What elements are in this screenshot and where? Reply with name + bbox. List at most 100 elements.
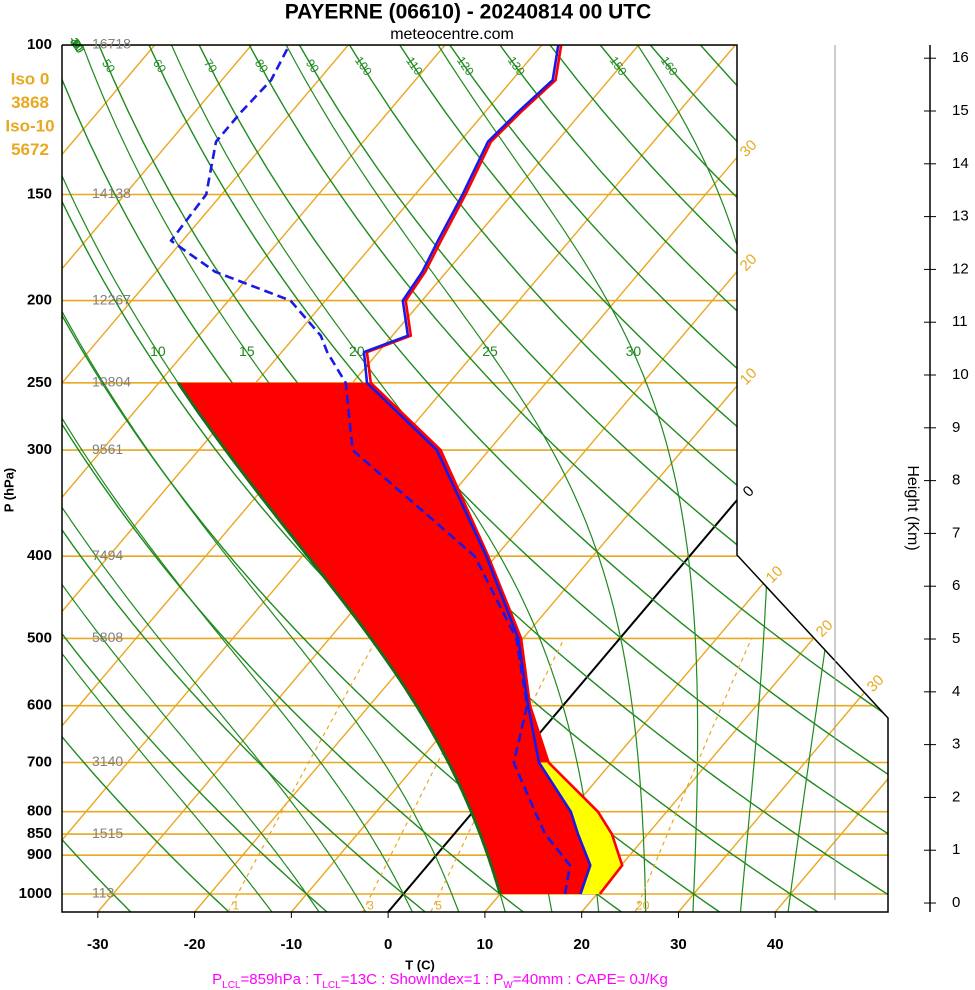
annotation: 5672	[11, 140, 49, 159]
y-tick-label: 300	[27, 441, 52, 458]
dry-adiabat-label: 100	[352, 54, 375, 79]
moist-adiabat	[62, 45, 367, 912]
x-tick-label: 40	[767, 936, 784, 953]
height-label: 113	[92, 885, 115, 901]
moist-adiabat-label: 20	[349, 343, 365, 359]
moist-adiabat	[285, 45, 647, 912]
moist-adiabat	[437, 45, 699, 912]
mixing-ratio-label: 3	[367, 899, 374, 913]
dry-adiabat-label: 110	[403, 54, 426, 78]
footer-part: P	[212, 971, 222, 988]
y2-tick-label: 5	[952, 630, 960, 647]
x-tick-label: 20	[573, 936, 590, 953]
height-label: 5808	[92, 629, 123, 645]
y-tick-label: 100	[27, 36, 52, 53]
y2-tick-label: 9	[952, 419, 960, 436]
dry-adiabat	[62, 45, 426, 912]
y2-tick-label: 6	[952, 577, 960, 594]
y-tick-label: 700	[27, 753, 52, 770]
chart-subtitle: meteocentre.com	[390, 26, 514, 43]
y-tick-label: 850	[27, 825, 52, 842]
isotherm	[97, 45, 833, 912]
moist-adiabat	[62, 45, 273, 912]
mixing-ratio-line	[430, 638, 565, 912]
moist-adiabat	[62, 45, 460, 912]
isotherm-label: 30	[864, 672, 888, 696]
isotherm	[62, 45, 349, 912]
height-label: 10804	[92, 374, 131, 390]
isotherm	[774, 45, 888, 912]
y-tick-label: 250	[27, 374, 52, 391]
mixing-ratio-label: 20	[636, 899, 650, 913]
y-tick-label: 600	[27, 697, 52, 714]
dry-adiabat	[649, 45, 888, 912]
dry-adiabat	[62, 45, 230, 912]
dry-adiabat	[699, 45, 888, 912]
isotherm-label: 30	[737, 137, 761, 161]
height-label: 7494	[92, 547, 123, 563]
y2-tick-label: 2	[952, 788, 960, 805]
y2-tick-label: 3	[952, 736, 960, 753]
footer-part: W	[503, 980, 513, 990]
x-tick-label: -30	[87, 936, 109, 953]
y-tick-label: 400	[27, 547, 52, 564]
x-tick-label: -20	[184, 936, 206, 953]
dry-adiabat	[298, 45, 888, 912]
isotherm-label: 20	[813, 617, 837, 641]
y2-tick-label: 11	[952, 313, 968, 330]
height-label: 12267	[92, 291, 131, 307]
isotherm	[581, 45, 888, 912]
mixing-ratio-line	[227, 638, 378, 912]
mixing-ratio-label: 1	[233, 899, 240, 913]
x-tick-label: -10	[281, 936, 303, 953]
moist-adiabat-label: 30	[626, 343, 642, 359]
footer-part: =40mm : CAPE= 0J/Kg	[513, 971, 668, 988]
dry-adiabat	[62, 45, 328, 912]
height-label: 14138	[92, 185, 131, 201]
y2-tick-label: 4	[952, 683, 960, 700]
foreground: 1001502002503004005006007008008509001000…	[5, 33, 968, 953]
x-tick-label: 30	[670, 936, 687, 953]
dry-adiabat	[248, 45, 888, 912]
profile-line	[169, 44, 572, 895]
y-tick-label: 900	[27, 846, 52, 863]
frame	[61, 44, 889, 913]
profile-line	[365, 44, 624, 895]
cape-area	[178, 382, 623, 894]
moist-adiabat	[637, 45, 770, 912]
moist-adiabat	[62, 45, 413, 912]
y-tick-label: 150	[27, 185, 52, 202]
moist-adiabat	[787, 45, 867, 912]
y2-tick-label: 0	[952, 894, 960, 911]
dry-adiabat-label: 80	[252, 57, 271, 76]
y-tick-label: 800	[27, 803, 52, 820]
x-tick-label: 0	[384, 936, 392, 953]
chart-title: PAYERNE (06610) - 20240814 00 UTC	[285, 1, 652, 24]
moist-adiabat-label: 15	[239, 343, 255, 359]
dry-adiabat-label: 70	[201, 57, 220, 76]
height-label: 1515	[92, 825, 123, 841]
moist-adiabat-label: 25	[482, 343, 498, 359]
footer-part: LCL	[222, 980, 241, 990]
isotherm	[62, 45, 446, 912]
isotherm-label: 20	[737, 251, 761, 275]
y2-tick-label: 13	[952, 208, 969, 225]
moist-adiabat-label: 10	[150, 343, 166, 359]
dry-adiabat	[62, 45, 524, 912]
y2-axis-label: Height (Km)	[904, 465, 921, 550]
height-label: 3140	[92, 753, 123, 769]
footer-part: LCL	[322, 980, 341, 990]
footer-part: =13C : ShowIndex=1 : P	[341, 971, 504, 988]
y2-tick-label: 10	[952, 366, 969, 383]
isotherm	[62, 45, 543, 912]
annotation: Iso 0	[11, 69, 50, 88]
isotherm-label: 10	[763, 563, 787, 587]
parcel-path	[176, 382, 502, 895]
isotherm	[62, 45, 253, 912]
mixing-ratio-label: 5	[435, 899, 442, 913]
y2-tick-label: 16	[952, 49, 969, 66]
y2-tick-label: 7	[952, 524, 960, 541]
dry-adiabat	[198, 45, 888, 912]
y2-tick-label: 15	[952, 102, 969, 119]
